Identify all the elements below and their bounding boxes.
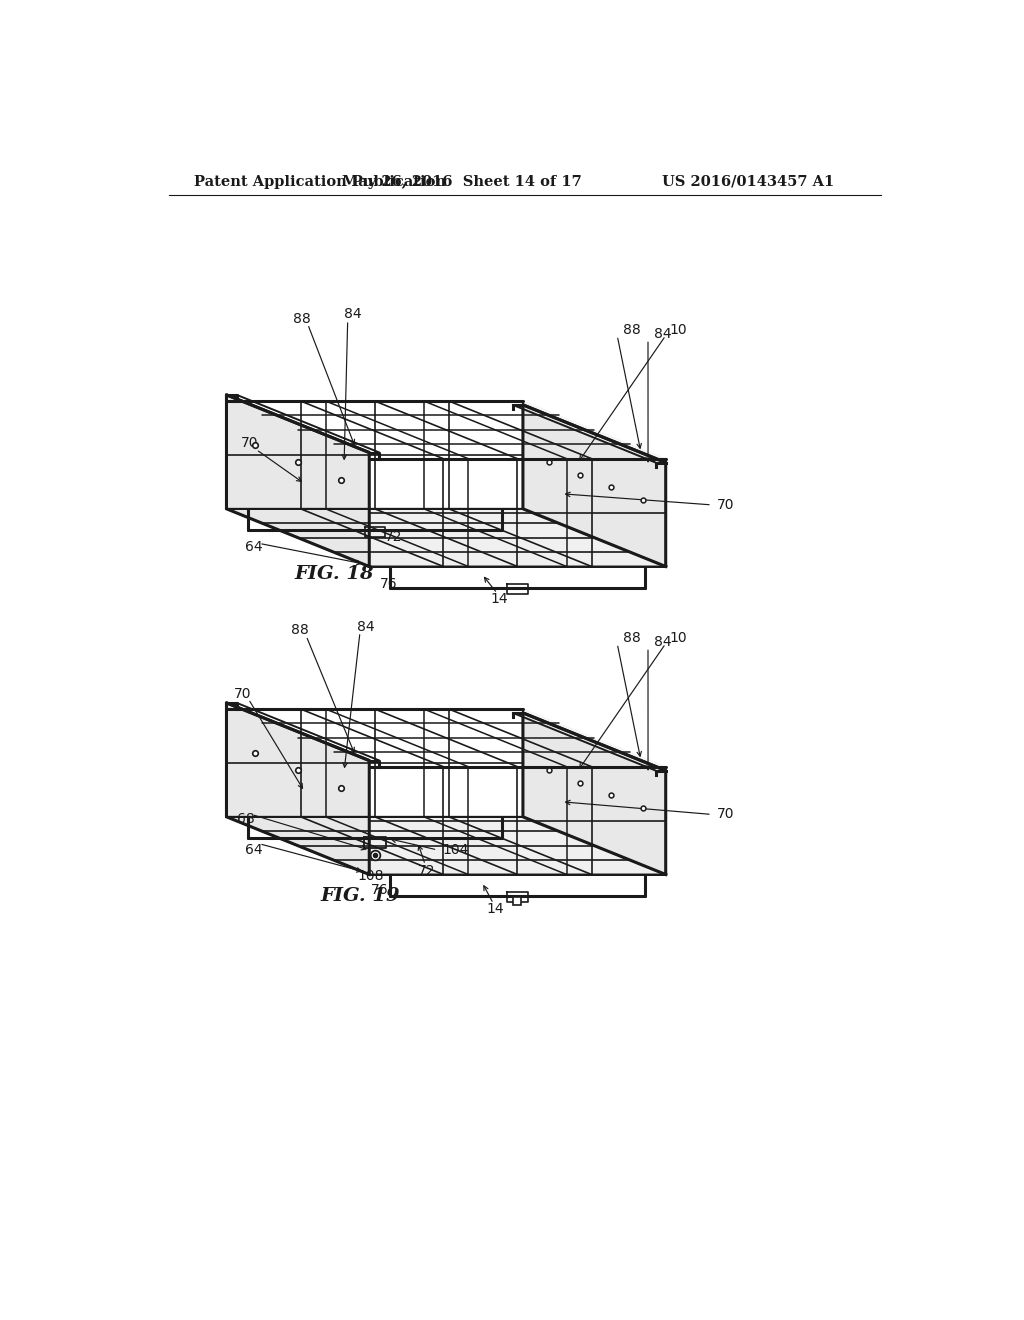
Text: FIG. 18: FIG. 18: [295, 565, 374, 583]
Text: 108: 108: [357, 869, 384, 883]
Text: 70: 70: [242, 437, 259, 450]
Text: 64: 64: [245, 843, 262, 857]
Polygon shape: [523, 709, 666, 875]
Text: 10: 10: [670, 323, 687, 337]
Text: 88: 88: [293, 312, 310, 326]
Text: 76: 76: [371, 883, 388, 896]
Text: US 2016/0143457 A1: US 2016/0143457 A1: [662, 174, 835, 189]
Text: 68: 68: [238, 812, 255, 826]
Text: 70: 70: [717, 498, 735, 512]
Polygon shape: [226, 395, 370, 566]
Text: 84: 84: [654, 635, 672, 649]
Text: 88: 88: [624, 323, 641, 337]
Text: May 26, 2016  Sheet 14 of 17: May 26, 2016 Sheet 14 of 17: [342, 174, 582, 189]
Text: 64: 64: [245, 540, 262, 554]
Text: Patent Application Publication: Patent Application Publication: [194, 174, 445, 189]
Polygon shape: [523, 401, 666, 566]
Text: 72: 72: [385, 529, 402, 544]
Text: 70: 70: [233, 686, 251, 701]
Text: 88: 88: [291, 623, 309, 638]
Polygon shape: [226, 508, 666, 566]
Text: 70: 70: [717, 808, 735, 821]
Polygon shape: [523, 405, 666, 566]
Text: 84: 84: [654, 327, 672, 341]
Text: 10: 10: [670, 631, 687, 645]
Polygon shape: [523, 713, 666, 875]
Text: 104: 104: [442, 843, 469, 857]
Text: 14: 14: [486, 902, 504, 916]
Polygon shape: [226, 702, 370, 875]
Text: 72: 72: [418, 865, 435, 878]
Text: 84: 84: [356, 619, 374, 634]
Polygon shape: [226, 817, 666, 875]
Text: 88: 88: [624, 631, 641, 645]
Text: 14: 14: [490, 591, 508, 606]
Text: 84: 84: [343, 308, 361, 321]
Text: FIG. 19: FIG. 19: [321, 887, 400, 906]
Text: 76: 76: [380, 577, 397, 591]
